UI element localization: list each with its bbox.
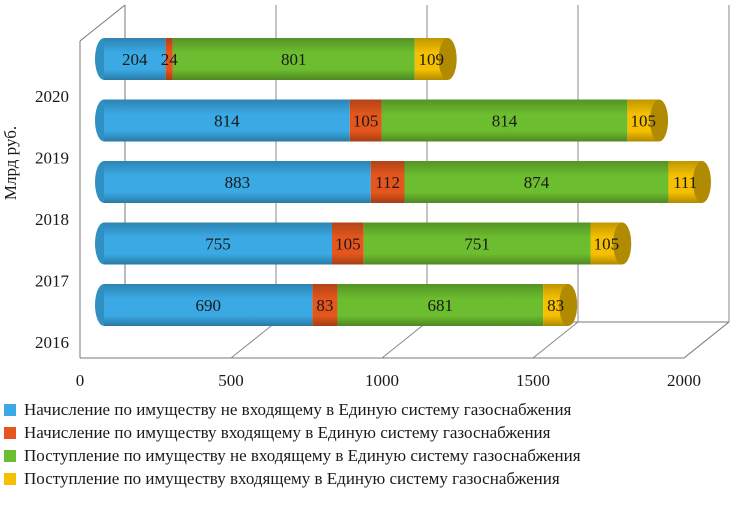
bar-end-cap bbox=[692, 161, 711, 203]
bar-segment bbox=[104, 222, 333, 265]
y-tick-label: 2018 bbox=[35, 210, 69, 229]
data-label: 111 bbox=[673, 173, 697, 192]
legend-item: Поступление по имуществу входящему в Еди… bbox=[4, 467, 748, 490]
data-label: 883 bbox=[225, 173, 251, 192]
legend-swatch bbox=[4, 403, 16, 416]
data-label: 24 bbox=[161, 50, 179, 69]
legend-item: Начисление по имуществу не входящему в Е… bbox=[4, 398, 748, 421]
bar-segment bbox=[172, 38, 415, 80]
y-tick-label: 2016 bbox=[35, 333, 69, 352]
bar-segment bbox=[312, 284, 338, 326]
data-label: 801 bbox=[281, 50, 307, 69]
data-label: 105 bbox=[630, 112, 656, 131]
data-label: 814 bbox=[492, 112, 518, 131]
data-label: 105 bbox=[353, 112, 379, 131]
value-labels: 690 83 681 83 755 105 751 105 883 112 874 111 814 105… bbox=[122, 50, 697, 315]
legend-label: Поступление по имуществу не входящему в … bbox=[24, 445, 581, 465]
y-tick-label: 2017 bbox=[35, 272, 70, 291]
data-label: 814 bbox=[214, 112, 240, 131]
y-axis-label: Млрд руб. bbox=[1, 126, 20, 200]
legend-swatch bbox=[4, 449, 16, 462]
legend-label: Начисление по имуществу не входящему в Е… bbox=[24, 399, 572, 419]
bar-segment bbox=[104, 161, 371, 203]
bar-segment bbox=[363, 222, 591, 265]
bar-segment bbox=[104, 284, 313, 326]
bar-2019 bbox=[95, 99, 669, 142]
legend-item: Поступление по имуществу не входящему в … bbox=[4, 444, 748, 467]
data-label: 109 bbox=[418, 50, 444, 69]
bar-segment bbox=[349, 99, 382, 142]
bar-segment bbox=[337, 284, 544, 326]
legend-label: Поступление по имуществу входящему в Еди… bbox=[24, 468, 560, 488]
axis-ticks: 0 500 1000 1500 2000 2016 2017 2018 2019 2020 bbox=[35, 87, 701, 390]
legend: Начисление по имуществу не входящему в Е… bbox=[4, 398, 748, 490]
data-label: 204 bbox=[122, 50, 148, 69]
bar-segment bbox=[404, 161, 669, 203]
bar-end-cap bbox=[559, 284, 578, 326]
data-label: 105 bbox=[335, 235, 361, 254]
x-tick-label: 1000 bbox=[365, 371, 399, 390]
y-tick-label: 2019 bbox=[35, 149, 69, 168]
legend-swatch bbox=[4, 426, 16, 439]
bar-segment bbox=[104, 99, 350, 142]
data-label: 755 bbox=[205, 235, 231, 254]
data-label: 751 bbox=[464, 235, 490, 254]
bar-segment bbox=[104, 38, 166, 80]
legend-label: Начисление по имуществу входящему в Един… bbox=[24, 422, 551, 442]
bar-end-cap bbox=[438, 38, 457, 80]
data-label: 83 bbox=[547, 296, 564, 315]
x-tick-label: 2000 bbox=[667, 371, 701, 390]
bar-2018 bbox=[95, 161, 711, 203]
bar-segment bbox=[332, 222, 364, 265]
y-tick-label: 2020 bbox=[35, 87, 69, 106]
legend-item: Начисление по имуществу входящему в Един… bbox=[4, 421, 748, 444]
bar-end-cap bbox=[650, 99, 669, 142]
x-tick-label: 0 bbox=[76, 371, 85, 390]
bar-2016 bbox=[95, 284, 578, 326]
stacked-bar-chart: 690 83 681 83 755 105 751 105 883 112 874 111 814 105… bbox=[1, 4, 730, 390]
data-label: 83 bbox=[316, 296, 333, 315]
bar-2017 bbox=[95, 222, 632, 265]
data-label: 105 bbox=[594, 235, 620, 254]
data-label: 112 bbox=[375, 173, 400, 192]
x-tick-label: 500 bbox=[218, 371, 244, 390]
bar-segment bbox=[370, 161, 405, 203]
data-label: 690 bbox=[195, 296, 221, 315]
data-label: 681 bbox=[428, 296, 454, 315]
bar-2020 bbox=[95, 38, 457, 80]
bars-group bbox=[95, 38, 711, 326]
bar-segment bbox=[165, 38, 173, 80]
data-label: 874 bbox=[524, 173, 550, 192]
bar-end-cap bbox=[613, 222, 632, 265]
legend-swatch bbox=[4, 472, 16, 485]
bar-segment bbox=[381, 99, 628, 142]
x-tick-label: 1500 bbox=[516, 371, 550, 390]
